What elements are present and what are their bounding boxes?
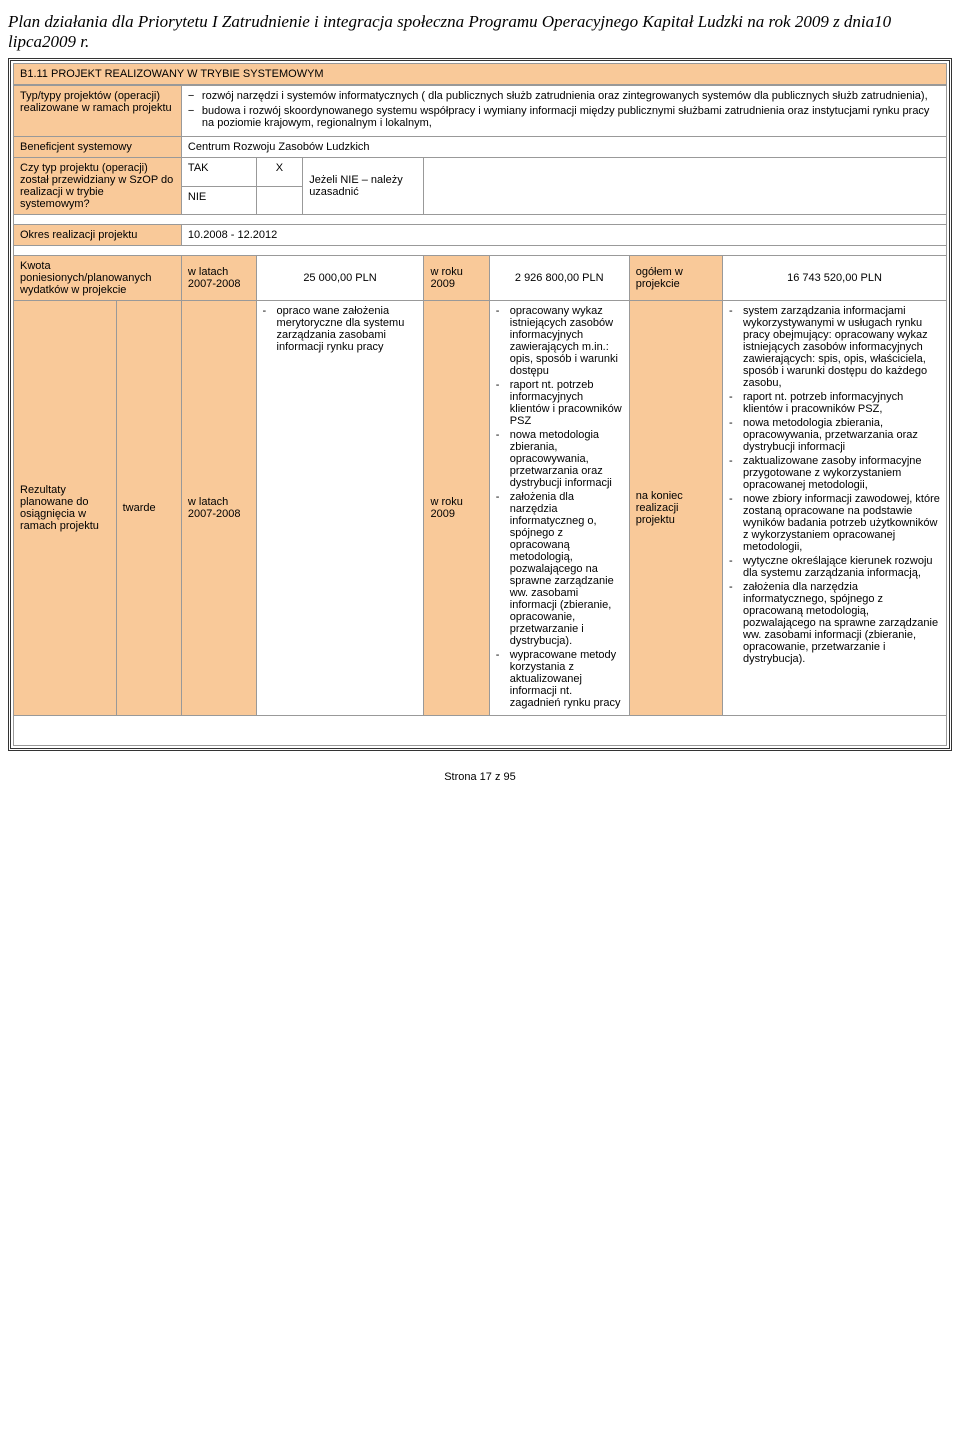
- rez-col1-label: w latach 2007-2008: [181, 301, 256, 716]
- label-twarde: twarde: [116, 301, 181, 716]
- list-item: raport nt. potrzeb informacyjnych klient…: [729, 391, 940, 415]
- label-kwota: Kwota poniesionych/planowanych wydatków …: [14, 256, 182, 301]
- page-footer: Strona 17 z 95: [8, 751, 952, 783]
- rez-col2-val: opracowany wykaz istniejących zasobów in…: [489, 301, 629, 716]
- list-item: rozwój narzędzi i systemów informatyczny…: [188, 90, 940, 102]
- tak-label: TAK: [181, 158, 256, 187]
- page-title: Plan działania dla Priorytetu I Zatrudni…: [8, 8, 952, 58]
- list-item: założenia dla narzędzia informatyczneg o…: [496, 491, 623, 647]
- kwota-col1-val: 25 000,00 PLN: [256, 256, 424, 301]
- value-typ-projektow: rozwój narzędzi i systemów informatyczny…: [181, 86, 946, 137]
- label-beneficjent: Beneficjent systemowy: [14, 137, 182, 158]
- list-item: zaktualizowane zasoby informacyjne przyg…: [729, 455, 940, 491]
- list-item: założenia dla narzędzia informatycznego,…: [729, 581, 940, 665]
- kwota-col1-label: w latach 2007-2008: [181, 256, 256, 301]
- list-item: raport nt. potrzeb informacyjnych klient…: [496, 379, 623, 427]
- rez-col2-list: opracowany wykaz istniejących zasobów in…: [496, 305, 623, 709]
- kwota-col2-label: w roku 2009: [424, 256, 489, 301]
- rez-col1-val: opraco wane założenia merytoryczne dla s…: [256, 301, 424, 716]
- value-beneficjent: Centrum Rozwoju Zasobów Ludzkich: [181, 137, 946, 158]
- list-item: nowe zbiory informacji zawodowej, które …: [729, 493, 940, 553]
- label-czy-typ: Czy typ projektu (operacji) został przew…: [14, 158, 182, 215]
- rez-col1-list: opraco wane założenia merytoryczne dla s…: [263, 305, 418, 353]
- justify-value: [424, 158, 947, 215]
- justify-label: Jeżeli NIE – należy uzasadnić: [303, 158, 424, 215]
- label-okres: Okres realizacji projektu: [14, 225, 182, 246]
- list-item: budowa i rozwój skoordynowanego systemu …: [188, 105, 940, 129]
- list-item: opracowany wykaz istniejących zasobów in…: [496, 305, 623, 377]
- label-typ-projektow: Typ/typy projektów (operacji) realizowan…: [14, 86, 182, 137]
- list-item: wypracowane metody korzystania z aktuali…: [496, 649, 623, 709]
- list-item: opraco wane założenia merytoryczne dla s…: [263, 305, 418, 353]
- rez-col3-list: system zarządzania informacjami wykorzys…: [729, 305, 940, 665]
- main-table: Typ/typy projektów (operacji) realizowan…: [13, 85, 947, 746]
- kwota-col3-label: ogółem w projekcie: [629, 256, 722, 301]
- kwota-col3-val: 16 743 520,00 PLN: [723, 256, 947, 301]
- tak-x: X: [256, 158, 303, 187]
- nie-label: NIE: [181, 186, 256, 215]
- rez-col3-label: na koniec realizacji projektu: [629, 301, 722, 716]
- value-okres: 10.2008 - 12.2012: [181, 225, 946, 246]
- nie-x: [256, 186, 303, 215]
- list-item: nowa metodologia zbierania, opracowywani…: [729, 417, 940, 453]
- document-frame: B1.11 PROJEKT REALIZOWANY W TRYBIE SYSTE…: [8, 58, 952, 751]
- kwota-col2-val: 2 926 800,00 PLN: [489, 256, 629, 301]
- section-header: B1.11 PROJEKT REALIZOWANY W TRYBIE SYSTE…: [13, 63, 947, 85]
- list-item: wytyczne określające kierunek rozwoju dl…: [729, 555, 940, 579]
- list-item: system zarządzania informacjami wykorzys…: [729, 305, 940, 389]
- rez-col3-val: system zarządzania informacjami wykorzys…: [723, 301, 947, 716]
- typ-list: rozwój narzędzi i systemów informatyczny…: [188, 90, 940, 129]
- list-item: nowa metodologia zbierania, opracowywani…: [496, 429, 623, 489]
- rez-col2-label: w roku 2009: [424, 301, 489, 716]
- label-rezultaty: Rezultaty planowane do osiągnięcia w ram…: [14, 301, 117, 716]
